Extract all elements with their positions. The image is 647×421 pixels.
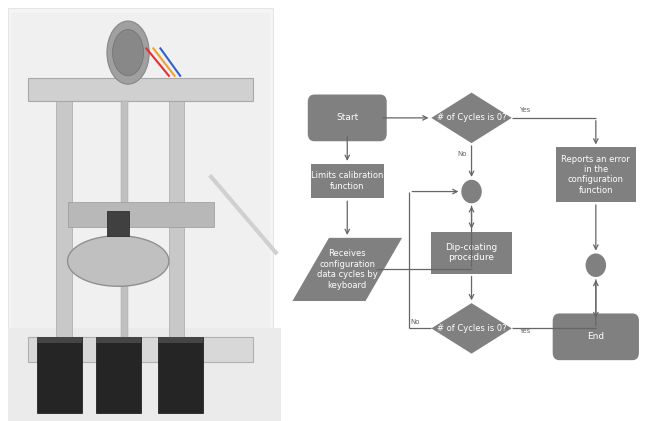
Text: Reports an error
in the
configuration
function: Reports an error in the configuration fu…	[562, 155, 630, 195]
Bar	[96, 337, 141, 413]
Bar	[28, 337, 254, 362]
Polygon shape	[432, 303, 512, 354]
Text: # of Cycles is 0?: # of Cycles is 0?	[437, 113, 507, 123]
FancyBboxPatch shape	[308, 94, 387, 141]
Bar	[107, 210, 129, 236]
Text: Receives
configuration
data cycles by
keyboard: Receives configuration data cycles by ke…	[317, 249, 378, 290]
Bar	[37, 337, 82, 343]
Bar	[37, 337, 82, 413]
Bar	[432, 232, 512, 274]
Bar	[158, 337, 203, 413]
FancyBboxPatch shape	[553, 313, 639, 360]
Bar	[8, 328, 281, 421]
Circle shape	[107, 21, 149, 84]
Bar	[311, 164, 384, 198]
Bar	[158, 337, 203, 343]
Text: Limits calibration
function: Limits calibration function	[311, 171, 384, 191]
Polygon shape	[292, 238, 402, 301]
Text: Dip-coating
procedure: Dip-coating procedure	[445, 243, 498, 262]
Polygon shape	[432, 93, 512, 143]
Bar	[28, 78, 254, 101]
Bar	[556, 147, 636, 202]
Circle shape	[461, 180, 482, 203]
Text: # of Cycles is 0?: # of Cycles is 0?	[437, 324, 507, 333]
Bar	[121, 101, 128, 345]
Text: Yes: Yes	[519, 107, 531, 112]
Text: No: No	[457, 151, 467, 157]
Circle shape	[113, 29, 144, 76]
Bar	[169, 93, 184, 345]
Circle shape	[586, 253, 606, 277]
Text: End: End	[587, 332, 604, 341]
Bar	[67, 202, 214, 227]
Polygon shape	[67, 236, 169, 286]
Text: Yes: Yes	[519, 328, 531, 333]
Text: Start: Start	[336, 113, 358, 123]
Bar	[96, 337, 141, 343]
Text: No: No	[411, 319, 421, 325]
Bar	[56, 93, 72, 345]
